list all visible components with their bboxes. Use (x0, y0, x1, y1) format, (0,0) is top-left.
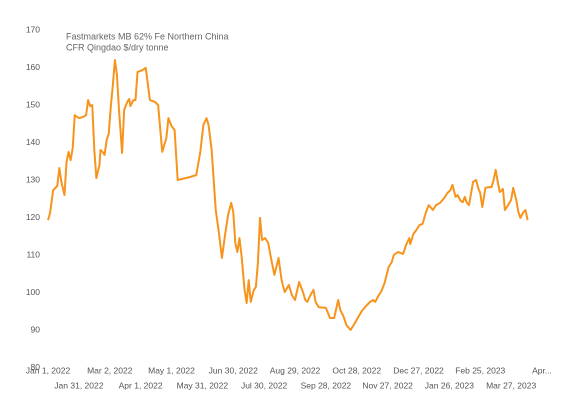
y-tick-label: 90 (31, 324, 41, 334)
y-tick-label: 120 (26, 212, 40, 222)
x-tick-label: Mar 27, 2023 (486, 380, 536, 390)
y-tick-label: 110 (26, 249, 40, 259)
x-tick-label: Jan 1, 2022 (26, 365, 71, 375)
x-tick-label: Apr... (532, 365, 552, 375)
x-tick-label: May 31, 2022 (177, 380, 229, 390)
y-tick-label: 150 (26, 99, 40, 109)
y-tick-label: 160 (26, 62, 40, 72)
x-tick-label: May 1, 2022 (148, 365, 195, 375)
x-tick-label: Jun 30, 2022 (209, 365, 258, 375)
x-tick-label: Jan 31, 2022 (54, 380, 103, 390)
x-tick-label: Oct 28, 2022 (332, 365, 381, 375)
y-tick-label: 170 (26, 24, 40, 34)
x-tick-label: Feb 25, 2023 (455, 365, 505, 375)
x-tick-label: Dec 27, 2022 (393, 365, 444, 375)
x-tick-label: Nov 27, 2022 (362, 380, 413, 390)
chart-title: Fastmarkets MB 62% Fe Northern China (66, 31, 229, 41)
x-tick-label: Sep 28, 2022 (301, 380, 352, 390)
y-tick-label: 80 (31, 362, 41, 372)
x-tick-label: Jan 26, 2023 (425, 380, 474, 390)
x-tick-label: Mar 2, 2022 (87, 365, 133, 375)
x-tick-label: Jul 30, 2022 (241, 380, 288, 390)
y-tick-label: 140 (26, 137, 40, 147)
y-tick-label: 130 (26, 174, 40, 184)
y-tick-label: 100 (26, 287, 40, 297)
x-tick-label: Aug 29, 2022 (270, 365, 321, 375)
x-tick-label: Apr 1, 2022 (119, 380, 163, 390)
price-line (47, 59, 529, 331)
chart-title: CFR Qingdao $/dry tonne (66, 42, 169, 52)
